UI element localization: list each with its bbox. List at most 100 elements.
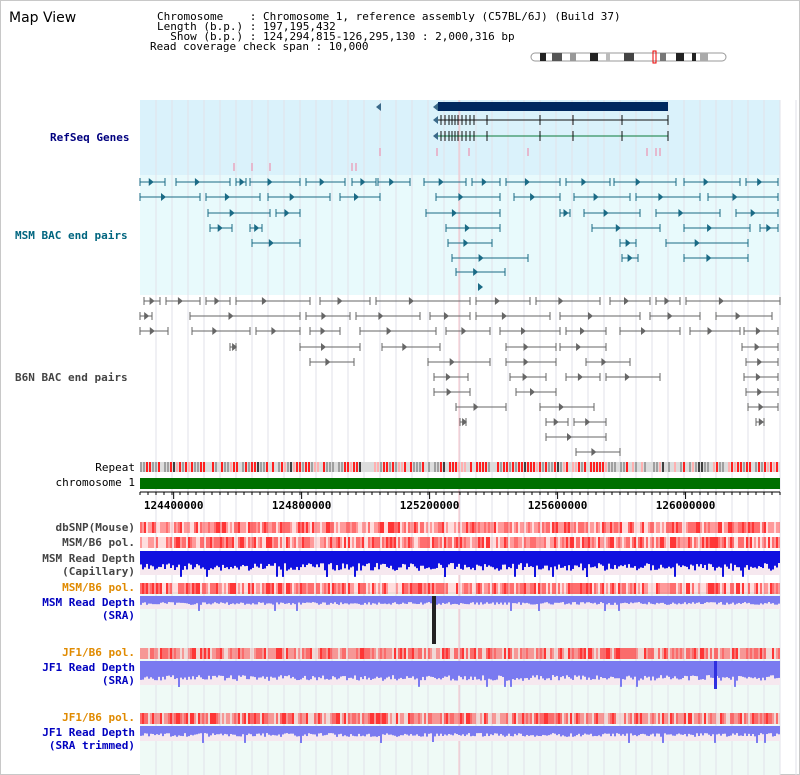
- msm-b6-pol2-heat-cell: [334, 583, 336, 594]
- jf1-b6-pol2-heat-cell: [588, 713, 590, 724]
- jf1-trim-depth-bar: [162, 726, 164, 737]
- jf1-sra-depth-bar: [144, 661, 146, 678]
- jf1-b6-pol2-heat-cell: [286, 713, 288, 724]
- msm-sra-depth-bar: [570, 596, 572, 605]
- msm-b6-pol2-heat-cell: [578, 583, 580, 594]
- jf1-trim-depth-bar: [746, 726, 748, 737]
- msm-capillary-depth-bar: [154, 551, 156, 570]
- msm-b6-pol-heat-cell: [724, 537, 726, 548]
- jf1-trim-depth-bar: [388, 726, 390, 735]
- msm-sra-depth-bar: [612, 596, 614, 605]
- msm-capillary-depth-bar: [274, 551, 276, 564]
- msm-capillary-depth-bar: [470, 551, 472, 570]
- msm-sra-depth-bar: [306, 596, 308, 603]
- label-msm-b6-pol-2[interactable]: MSM/B6 pol.: [62, 581, 135, 594]
- jf1-b6-pol-heat-cell: [600, 648, 602, 659]
- msm-capillary-depth-bar: [536, 551, 538, 566]
- dbsnp-heat-cell: [346, 522, 348, 533]
- repeat-segment: [266, 462, 268, 472]
- jf1-b6-pol-heat-cell: [568, 648, 570, 659]
- jf1-sra-depth-bar: [364, 661, 366, 677]
- jf1-sra-depth-bar: [210, 661, 212, 680]
- repeat-segment: [455, 462, 457, 472]
- msm-b6-pol2-heat-cell: [228, 583, 230, 594]
- msm-b6-pol-heat-cell: [572, 537, 574, 548]
- jf1-b6-pol2-heat-cell: [488, 713, 490, 724]
- jf1-b6-pol-heat-cell: [416, 648, 418, 659]
- msm-sra-depth-bar: [346, 596, 348, 604]
- msm-b6-pol-heat-cell: [336, 537, 338, 548]
- msm-sra-depth-bar: [300, 596, 302, 605]
- jf1-b6-pol2-heat-cell: [498, 713, 500, 724]
- jf1-b6-pol2-heat-cell: [608, 713, 610, 724]
- jf1-b6-pol2-heat-cell: [214, 713, 216, 724]
- repeat-segment: [242, 462, 244, 472]
- jf1-trim-depth-bar: [378, 726, 380, 737]
- jf1-b6-pol-heat-cell: [656, 648, 658, 659]
- jf1-b6-pol2-heat-cell: [310, 713, 312, 724]
- msm-b6-pol2-heat-cell: [418, 583, 420, 594]
- jf1-b6-pol2-heat-cell: [566, 713, 568, 724]
- jf1-trim-depth-bar: [398, 726, 400, 737]
- msm-b6-pol-heat-cell: [772, 537, 774, 548]
- msm-b6-pol2-heat-cell: [566, 583, 568, 594]
- dbsnp-heat-cell: [318, 522, 320, 533]
- jf1-b6-pol2-heat-cell: [152, 713, 154, 724]
- jf1-b6-pol2-heat-cell: [550, 713, 552, 724]
- label-jf1-read-depth-sra[interactable]: JF1 Read Depth: [42, 661, 135, 674]
- jf1-b6-pol-heat-cell: [518, 648, 520, 659]
- msm-capillary-depth-bar: [316, 551, 318, 565]
- jf1-trim-depth-bar: [568, 726, 570, 737]
- msm-sra-depth-bar: [298, 596, 300, 603]
- msm-sra-depth-bar: [732, 596, 734, 603]
- dbsnp-heat-cell: [496, 522, 498, 533]
- msm-capillary-depth-bar: [598, 551, 600, 564]
- msm-capillary-depth-bar: [418, 551, 420, 571]
- msm-sra-depth-bar: [424, 596, 426, 604]
- label-msm-b6-pol[interactable]: MSM/B6 pol.: [62, 536, 135, 549]
- dbsnp-heat-cell: [174, 522, 176, 533]
- jf1-b6-pol2-heat-cell: [486, 713, 488, 724]
- msm-b6-pol2-heat-cell: [598, 583, 600, 594]
- jf1-trim-depth-bar: [530, 726, 532, 736]
- msm-capillary-depth-bar: [550, 551, 552, 568]
- jf1-sra-depth-bar: [344, 661, 346, 677]
- msm-sra-depth-bar: [718, 596, 720, 603]
- jf1-sra-depth-bar: [730, 661, 732, 680]
- label-msm-read-depth-capillary[interactable]: MSM Read Depth: [42, 552, 135, 565]
- msm-b6-pol-heat-cell: [546, 537, 548, 548]
- jf1-sra-depth-bar: [704, 661, 706, 680]
- msm-sra-depth-bar: [194, 596, 196, 605]
- label-b6n-bac-end-pairs[interactable]: B6N BAC end pairs: [15, 371, 128, 384]
- jf1-sra-depth-bar: [268, 661, 270, 681]
- label-jf1-b6-pol-2[interactable]: JF1/B6 pol.: [62, 711, 135, 724]
- msm-b6-pol-heat-cell: [180, 537, 182, 548]
- repeat-segment: [704, 462, 706, 472]
- jf1-b6-pol-heat-cell: [140, 648, 142, 659]
- dbsnp-heat-cell: [152, 522, 154, 533]
- jf1-trim-depth-bar: [274, 726, 276, 736]
- label-msm-bac-end-pairs[interactable]: MSM BAC end pairs: [15, 229, 128, 242]
- label-dbsnp-mouse[interactable]: dbSNP(Mouse): [55, 521, 135, 534]
- label-jf1-read-depth-trimmed[interactable]: JF1 Read Depth: [42, 726, 135, 739]
- msm-sra-depth-bar: [558, 596, 560, 603]
- label-refseq-genes[interactable]: RefSeq Genes: [50, 131, 130, 144]
- jf1-b6-pol-heat-cell: [456, 648, 458, 659]
- msm-b6-pol2-heat-cell: [398, 583, 400, 594]
- jf1-sra-depth-bar: [394, 661, 396, 679]
- jf1-b6-pol2-heat-cell: [208, 713, 210, 724]
- msm-b6-pol2-heat-cell: [302, 583, 304, 594]
- jf1-b6-pol-heat-cell: [678, 648, 680, 659]
- repeat-segment: [584, 462, 586, 472]
- msm-sra-depth-bar: [644, 596, 646, 604]
- label-jf1-b6-pol[interactable]: JF1/B6 pol.: [62, 646, 135, 659]
- bac-pair-arrow: [580, 327, 585, 335]
- msm-sra-depth-bar: [328, 596, 330, 605]
- jf1-b6-pol-heat-cell: [602, 648, 604, 659]
- msm-b6-pol-heat-cell: [504, 537, 506, 548]
- msm-sra-depth-bar: [562, 596, 564, 603]
- jf1-b6-pol2-heat-cell: [342, 713, 344, 724]
- label-msm-read-depth-sra[interactable]: MSM Read Depth: [42, 596, 135, 609]
- jf1-sra-depth-bar: [240, 661, 242, 677]
